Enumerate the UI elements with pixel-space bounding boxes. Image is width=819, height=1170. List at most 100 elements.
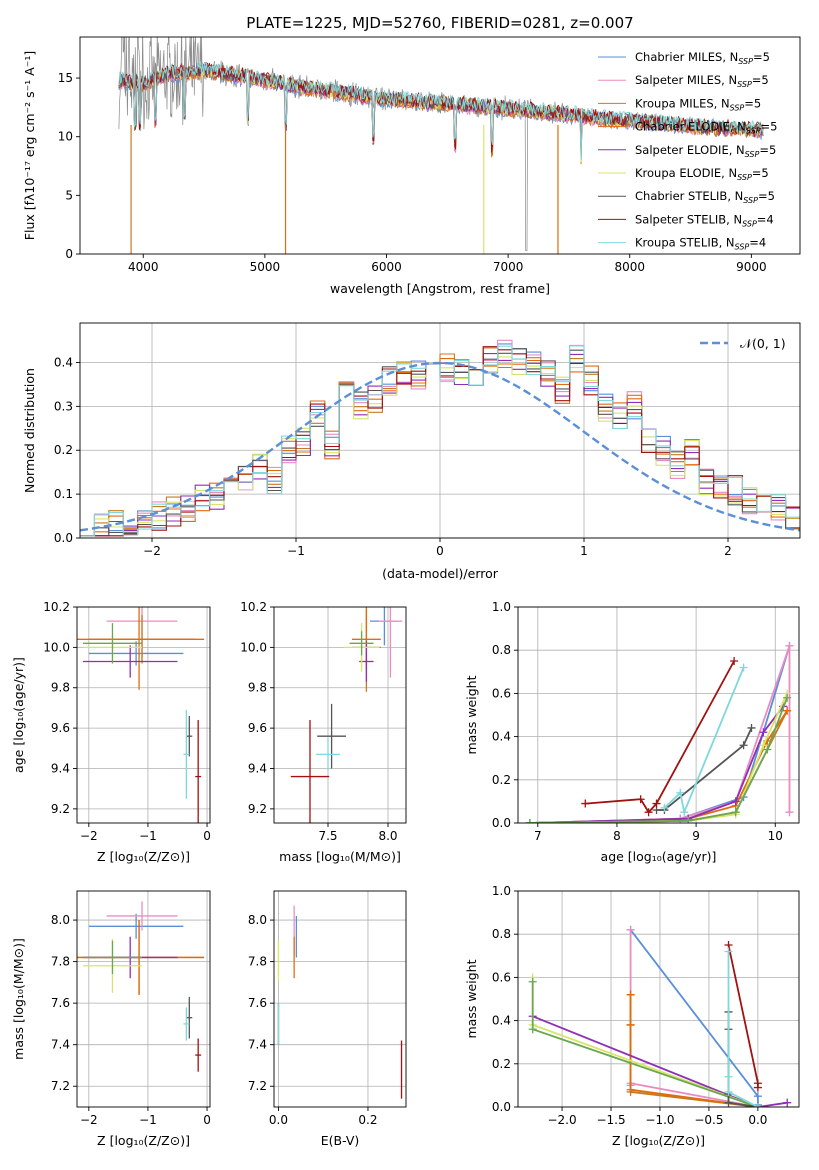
y-tick-label: 7.4 xyxy=(248,1038,267,1052)
mw_age-plot-frame xyxy=(517,606,800,824)
mw_Z-series-group xyxy=(528,925,792,1107)
y-tick-label: 7.2 xyxy=(51,1079,70,1093)
legend-label-main: Kroupa ELODIE, N xyxy=(635,166,737,180)
legend-label-main: Salpeter ELODIE, N xyxy=(635,143,745,157)
mass-weight-marker xyxy=(660,803,669,812)
legend-label-rest: =5 xyxy=(744,96,761,110)
legend-label-sub: SSP xyxy=(742,219,757,228)
error-bar-point xyxy=(317,703,346,769)
mass-weight-marker xyxy=(724,1087,733,1096)
mass-weight-line xyxy=(532,1015,788,1107)
legend-label-rest: =5 xyxy=(752,166,769,180)
mass-weight-line xyxy=(629,929,759,1105)
x-tick-label: 8 xyxy=(613,829,621,843)
mass_Z-x-axis-label: Z [log₁₀(Z/Z⊙)] xyxy=(97,1133,190,1148)
y-tick-label: 0.6 xyxy=(492,686,511,700)
data-layer xyxy=(77,37,800,1107)
x-tick-label: −2 xyxy=(80,1113,98,1127)
spectrum-title: PLATE=1225, MJD=52760, FIBERID=0281, z=0… xyxy=(246,14,633,32)
x-tick-label: 0 xyxy=(203,829,211,843)
mass-weight-marker xyxy=(785,808,794,817)
mass-weight-marker xyxy=(783,1098,792,1107)
y-tick-label: 0.4 xyxy=(492,1014,511,1028)
mass-weight-line xyxy=(629,994,759,1107)
mass-weight-marker xyxy=(525,819,534,823)
mass_ebv-x-axis-label: E(B-V) xyxy=(321,1133,360,1148)
mass-weight-marker xyxy=(626,990,635,999)
legend-label-main: Kroupa MILES, N xyxy=(635,96,730,110)
mass_ebv-plot-frame xyxy=(273,890,407,1108)
mass-weight-series xyxy=(724,941,762,1092)
y-tick-label: 1.0 xyxy=(492,600,511,614)
residual-histogram-step xyxy=(80,358,800,537)
legend-label-sub: SSP xyxy=(737,80,752,89)
y-tick-label: 8.0 xyxy=(248,913,267,927)
mass-weight-marker xyxy=(636,795,645,804)
legend-label-rest: =4 xyxy=(749,236,766,250)
error-bar-point xyxy=(82,645,178,678)
mass-weight-line xyxy=(727,944,759,1088)
x-tick-label: 9 xyxy=(692,829,700,843)
y-tick-label: 9.8 xyxy=(248,681,267,695)
error-bar-point xyxy=(82,940,143,975)
mass-weight-marker xyxy=(785,641,794,650)
y-tick-label: 9.6 xyxy=(51,721,70,735)
y-tick-label: 9.4 xyxy=(51,761,70,775)
mass-weight-marker xyxy=(783,693,792,702)
x-tick-label: −1 xyxy=(139,829,157,843)
legend-label-main: Salpeter MILES, N xyxy=(635,73,737,87)
residuals-series-group xyxy=(80,339,800,537)
model-spectrum-line xyxy=(118,61,764,160)
y-tick-label: 0.4 xyxy=(54,355,73,369)
mass-weight-marker xyxy=(626,1020,635,1029)
legend-label-rest: =5 xyxy=(753,50,770,64)
legend-label-sub: SSP xyxy=(743,196,758,205)
mass-weight-marker xyxy=(759,741,768,750)
legend-label-main: Chabrier STELIB, N xyxy=(635,189,743,203)
axes-layer xyxy=(73,36,801,1111)
x-tick-label: 0.0 xyxy=(269,1113,288,1127)
x-tick-label: −1.0 xyxy=(645,1113,674,1127)
y-tick-label: 7.4 xyxy=(51,1038,70,1052)
spectrum-series-group xyxy=(118,37,764,254)
x-tick-label: 6000 xyxy=(371,260,402,274)
gaussian-legend-label: 𝒩(0, 1) xyxy=(740,336,786,351)
x-tick-label: 2 xyxy=(724,544,732,558)
legend-entry-label: Chabrier STELIB, NSSP=5 xyxy=(635,189,775,205)
legend-label-rest: =5 xyxy=(752,73,769,87)
age_Z-x-axis-label: Z [log₁₀(Z/Z⊙)] xyxy=(97,849,190,864)
mw_Z-plot-frame xyxy=(517,890,800,1108)
y-tick-label: 0.2 xyxy=(492,773,511,787)
mass-weight-marker xyxy=(739,741,748,750)
y-tick-label: 9.6 xyxy=(248,721,267,735)
mass-weight-marker xyxy=(644,808,653,817)
y-tick-label: 9.4 xyxy=(248,761,267,775)
y-tick-label: 0.8 xyxy=(492,643,511,657)
y-tick-label: 0.6 xyxy=(492,970,511,984)
mass_Z-y-axis-label: mass [log₁₀(M/M⊙)] xyxy=(11,938,26,1060)
mass-weight-marker xyxy=(626,1085,635,1094)
y-tick-label: 7.6 xyxy=(248,996,267,1010)
age_Z-y-axis-label: age [log₁₀(age/yr)] xyxy=(11,657,26,773)
x-tick-label: 8000 xyxy=(614,260,645,274)
mass_Z-plot-frame xyxy=(76,890,211,1108)
y-tick-label: 9.2 xyxy=(248,802,267,816)
y-tick-label: 10.2 xyxy=(43,600,70,614)
age_mass-x-axis-label: mass [log₁₀(M/M⊙)] xyxy=(279,849,401,864)
residual-histogram-step xyxy=(80,346,800,537)
legend-entry-label: Kroupa MILES, NSSP=5 xyxy=(635,96,761,112)
mass-weight-series xyxy=(581,657,739,817)
legend-label-sub: SSP xyxy=(745,150,760,159)
y-tick-label: 5 xyxy=(65,188,73,202)
error-bar-point xyxy=(316,738,340,771)
mass-weight-line xyxy=(531,981,759,1107)
legend-label-rest: =5 xyxy=(761,120,778,134)
spectrum-plot-frame xyxy=(79,36,801,255)
x-tick-label: 10 xyxy=(768,829,783,843)
legend-entry-label: Salpeter MILES, NSSP=5 xyxy=(635,73,769,89)
mass-weight-marker xyxy=(730,657,739,665)
mass_ebv-series-group xyxy=(277,905,403,1099)
mass-weight-series xyxy=(528,973,762,1107)
x-tick-label: −1.5 xyxy=(596,1113,625,1127)
mass-weight-marker xyxy=(652,799,661,808)
